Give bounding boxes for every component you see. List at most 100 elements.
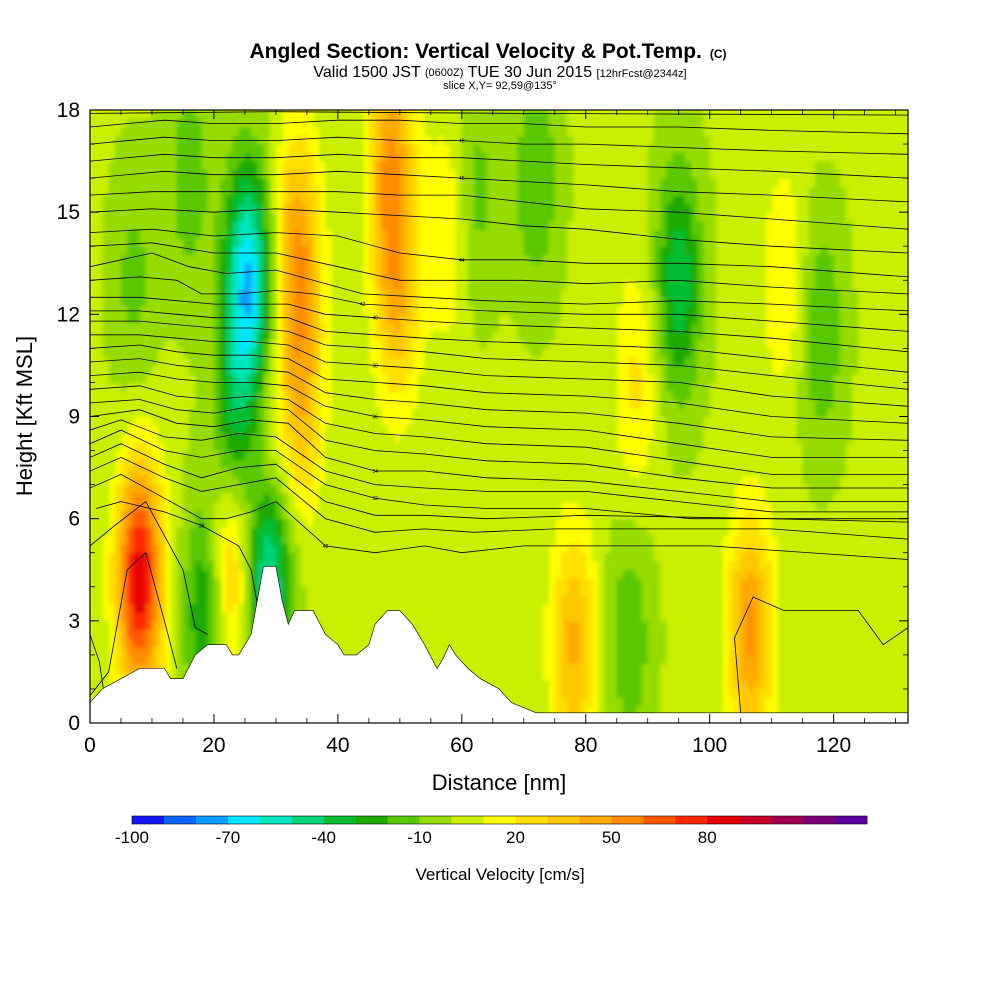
colorbar: -100 -70 -40 -10 20 50 80 [115, 815, 868, 847]
isentrope-line [90, 242, 908, 295]
isentrope-line [90, 310, 908, 373]
colorbar-swatch [579, 816, 612, 824]
colorbar-swatch [132, 816, 165, 824]
isentrope-line [734, 596, 908, 713]
y-tick-label: 12 [57, 303, 80, 326]
valid-time-line: Valid 1500 JST (0600Z) TUE 30 Jun 2015 [… [313, 63, 686, 81]
colorbar-swatch [707, 816, 740, 824]
y-tick-label: 6 [68, 508, 80, 531]
colorbar-tick-label: 20 [506, 828, 525, 847]
colorbar-tick-label: -100 [115, 828, 149, 847]
valid-date: TUE 30 Jun 2015 [468, 64, 593, 81]
y-axis-label: Height [Kft MSL] [12, 336, 37, 496]
isentrope-line [90, 399, 908, 489]
colorbar-swatch [163, 816, 197, 824]
colorbar-swatch [291, 816, 325, 824]
colorbar-frame [131, 815, 868, 825]
isentrope-line [90, 344, 908, 424]
colorbar-swatch [451, 816, 484, 824]
isentrope-line [90, 473, 908, 560]
isentrope-label: 34 [372, 469, 378, 475]
isentrope-line [90, 136, 908, 155]
isentrope-line [90, 228, 908, 278]
isentrope-label: 40 [372, 316, 378, 322]
colorbar-swatch [611, 816, 644, 824]
colorbar-swatch [355, 816, 388, 824]
isentrope-line [90, 409, 908, 502]
isentrope-label: 32 [372, 496, 378, 502]
isentrope-label: 44 [459, 258, 465, 264]
y-tick-label: 15 [57, 201, 80, 224]
isentrope-label: 38 [199, 524, 205, 530]
y-tick-label: 0 [68, 712, 80, 735]
isentrope-label: 48 [459, 139, 465, 145]
isentrope-label: 46 [459, 176, 465, 182]
isentrope-line [90, 443, 908, 523]
colorbar-swatch [259, 816, 293, 824]
isentrope-line [90, 500, 208, 635]
isentrope-line [90, 276, 908, 332]
isentrope-label: 36 [372, 415, 378, 421]
colorbar-swatch [835, 816, 868, 824]
colorbar-swatch [803, 816, 836, 824]
isentrope-line [90, 551, 178, 697]
colorbar-swatch [547, 816, 580, 824]
x-tick-label: 80 [574, 734, 597, 757]
isentrope-label: 38 [372, 363, 378, 369]
y-tick-label: 9 [68, 406, 80, 429]
terrain-mask [90, 566, 908, 723]
forecast-info: [12hrFcst@2344z] [597, 68, 687, 80]
y-tick-label: 18 [57, 99, 80, 122]
colorbar-swatch [483, 816, 516, 824]
colorbar-tick-label: -40 [311, 828, 336, 847]
isentrope-label: 40 [323, 544, 329, 550]
isentrope-line [90, 320, 908, 390]
slice-info: slice X,Y= 92,59@135° [443, 80, 557, 92]
colorbar-swatch [675, 816, 708, 824]
y-tick-label: 3 [68, 610, 80, 633]
isentrope-line [90, 358, 908, 441]
colorbar-title: Vertical Velocity [cm/s] [415, 865, 584, 884]
isentrope-line [90, 208, 908, 254]
x-tick-label: 40 [326, 734, 349, 757]
isentrope-line [90, 456, 908, 540]
colorbar-swatch [195, 816, 229, 824]
valid-utc: (0600Z) [425, 67, 464, 79]
x-tick-label: 0 [84, 734, 96, 757]
isentrope-line [90, 191, 908, 230]
isentrope-line [90, 252, 908, 312]
isentrope-line [90, 296, 908, 353]
x-axis: 0 20 40 60 80 100 120 [84, 110, 897, 757]
x-tick-label: 20 [202, 734, 225, 757]
colorbar-swatch [515, 816, 548, 824]
valid-prefix: Valid 1500 JST [313, 64, 421, 81]
colorbar-tick-label: -10 [407, 828, 432, 847]
colorbar-swatch [771, 816, 804, 824]
colorbar-tick-label: 50 [602, 828, 621, 847]
isentrope-line [90, 429, 908, 520]
colorbar-tick-label: -70 [216, 828, 241, 847]
colorbar-swatch [419, 816, 452, 824]
x-tick-label: 100 [692, 734, 727, 757]
colorbar-swatch [739, 816, 772, 824]
isentrope-line [90, 153, 908, 179]
x-tick-label: 60 [450, 734, 473, 757]
isentrope-line [96, 501, 258, 604]
x-axis-label: Distance [nm] [432, 770, 567, 795]
colorbar-swatch [227, 816, 261, 824]
isentrope-line [90, 371, 908, 458]
isentrope-line [90, 119, 908, 135]
chart-title: Angled Section: Vertical Velocity & Pot.… [249, 40, 726, 63]
colorbar-swatch [323, 816, 356, 824]
isentrope-label: 42 [360, 302, 366, 308]
colorbar-swatch [643, 816, 676, 824]
isentrope-line [90, 334, 908, 407]
colorbar-tick-label: 80 [698, 828, 717, 847]
x-tick-label: 120 [816, 734, 851, 757]
colorbar-swatch [387, 816, 420, 824]
isentrope-line [90, 385, 908, 475]
isentrope-line [90, 419, 908, 513]
isentrope-line [90, 170, 908, 203]
